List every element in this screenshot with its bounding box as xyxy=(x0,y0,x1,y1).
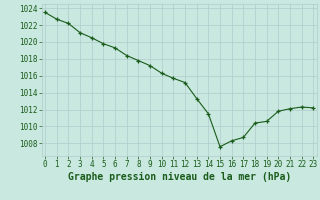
X-axis label: Graphe pression niveau de la mer (hPa): Graphe pression niveau de la mer (hPa) xyxy=(68,172,291,182)
